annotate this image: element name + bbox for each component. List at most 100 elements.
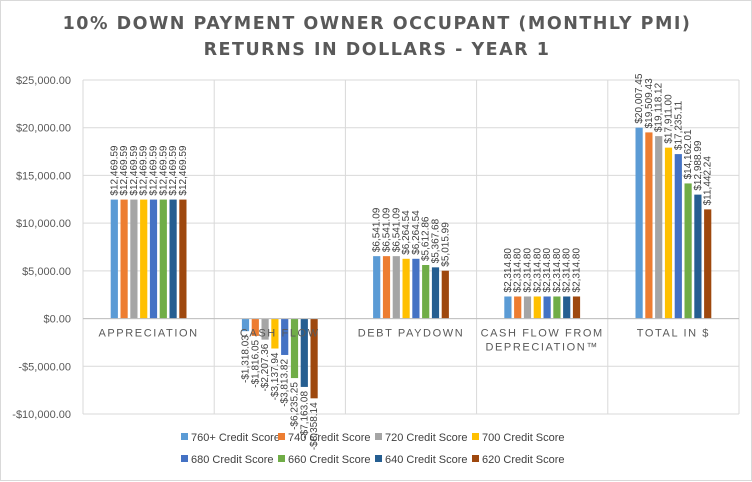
data-label: $5,367.68: [431, 218, 442, 263]
data-label: $6,264.54: [411, 210, 422, 255]
data-label: -$3,137.94: [270, 352, 281, 400]
data-label: -$1,816.05: [250, 339, 261, 387]
bar: [169, 199, 177, 319]
data-label: $2,314.80: [532, 248, 543, 293]
bar: [281, 318, 289, 355]
data-label: $12,469.59: [139, 145, 150, 195]
legend-swatch: [181, 433, 188, 440]
data-label: -$2,207.36: [260, 343, 271, 391]
legend-label: 660 Credit Score: [288, 454, 371, 466]
bar: [271, 318, 279, 349]
bar: [251, 318, 259, 336]
bar: [310, 318, 318, 399]
data-label: $17,911.00: [664, 94, 675, 144]
data-label: $12,988.99: [693, 140, 704, 190]
data-label: $20,007.45: [634, 73, 645, 123]
data-label: $5,612.86: [421, 216, 432, 261]
data-label: $2,314.80: [572, 248, 583, 293]
bar: [159, 199, 167, 319]
bar: [684, 183, 692, 319]
data-label: -$7,163.08: [299, 390, 310, 438]
bar: [392, 256, 400, 319]
data-label: $19,509.43: [644, 78, 655, 128]
data-label: $2,314.80: [523, 248, 534, 293]
bar: [674, 154, 682, 319]
y-tick-label: -$10,000.00: [12, 409, 71, 421]
category-label: DEBT PAYDOWN: [358, 328, 465, 340]
legend-swatch: [278, 433, 285, 440]
legend-swatch: [375, 455, 382, 462]
y-tick-label: $0.00: [43, 314, 71, 326]
legend-label: 720 Credit Score: [385, 432, 468, 444]
bar: [402, 258, 410, 319]
legend-swatch: [472, 433, 479, 440]
bar: [533, 296, 541, 319]
y-tick-label: -$5,000.00: [18, 361, 71, 373]
data-label: $5,015.99: [440, 222, 451, 267]
data-label: -$3,813.82: [280, 359, 291, 407]
bar: [149, 199, 158, 319]
bar: [422, 265, 430, 319]
data-label: $12,469.59: [168, 145, 179, 195]
bar: [664, 147, 673, 319]
data-label: $6,541.09: [391, 207, 402, 252]
bar: [120, 199, 128, 319]
legend-label: 640 Credit Score: [385, 454, 468, 466]
legend-label: 680 Credit Score: [191, 454, 274, 466]
bar: [563, 296, 571, 319]
bar: [110, 199, 118, 319]
y-tick-label: $25,000.00: [16, 75, 71, 87]
legend-label: 620 Credit Score: [482, 454, 565, 466]
data-label: -$6,235.25: [290, 382, 301, 430]
data-label: $6,264.54: [401, 210, 412, 255]
bar: [261, 318, 269, 340]
data-label: -$1,318.03: [241, 335, 252, 383]
bar: [412, 258, 420, 319]
data-label: $12,469.59: [119, 145, 130, 195]
y-tick-label: $15,000.00: [16, 170, 71, 182]
legend-label: 700 Credit Score: [482, 432, 565, 444]
data-label: $2,314.80: [503, 248, 514, 293]
chart-title-line-1: 10% DOWN PAYMENT OWNER OCCUPANT (MONTHLY…: [62, 14, 692, 34]
data-label: -$8,358.14: [309, 402, 320, 450]
y-tick-label: $5,000.00: [22, 266, 71, 278]
bar: [441, 270, 449, 319]
y-tick-label: $10,000.00: [16, 218, 71, 230]
y-tick-label: $20,000.00: [16, 123, 71, 135]
bar: [504, 296, 512, 319]
category-label: DEPRECIATION™: [485, 342, 599, 354]
data-label: $2,314.80: [562, 248, 573, 293]
data-label: $14,162.01: [683, 129, 694, 179]
bar: [373, 256, 381, 319]
data-label: $2,314.80: [513, 248, 524, 293]
data-label: $6,541.09: [372, 207, 383, 252]
legend-swatch: [472, 455, 479, 462]
bar: [523, 296, 532, 319]
bar: [572, 296, 581, 319]
bar: [514, 296, 522, 319]
category-label: CASH FLOW: [240, 328, 320, 340]
data-label: $19,118.12: [654, 82, 665, 132]
data-label: $17,235.11: [673, 100, 684, 150]
data-label: $11,442.24: [703, 156, 714, 206]
category-label: APPRECIATION: [98, 328, 198, 340]
category-label: TOTAL IN $: [637, 328, 710, 340]
bar: [130, 199, 138, 319]
bar: [290, 318, 299, 379]
data-label: $12,469.59: [129, 145, 140, 195]
bar: [704, 209, 712, 319]
data-label: $12,469.59: [109, 145, 120, 195]
bar: [179, 199, 187, 319]
data-label: $2,314.80: [542, 248, 553, 293]
legend-label: 760+ Credit Score: [191, 432, 280, 444]
data-label: $12,469.59: [149, 145, 160, 195]
data-label: $6,541.09: [382, 207, 393, 252]
data-label: $12,469.59: [158, 145, 169, 195]
bar: [694, 194, 702, 319]
category-label: CASH FLOW FROM: [481, 328, 604, 340]
data-label: $2,314.80: [552, 248, 563, 293]
data-label: $12,469.59: [178, 145, 189, 195]
bar: [431, 267, 440, 319]
